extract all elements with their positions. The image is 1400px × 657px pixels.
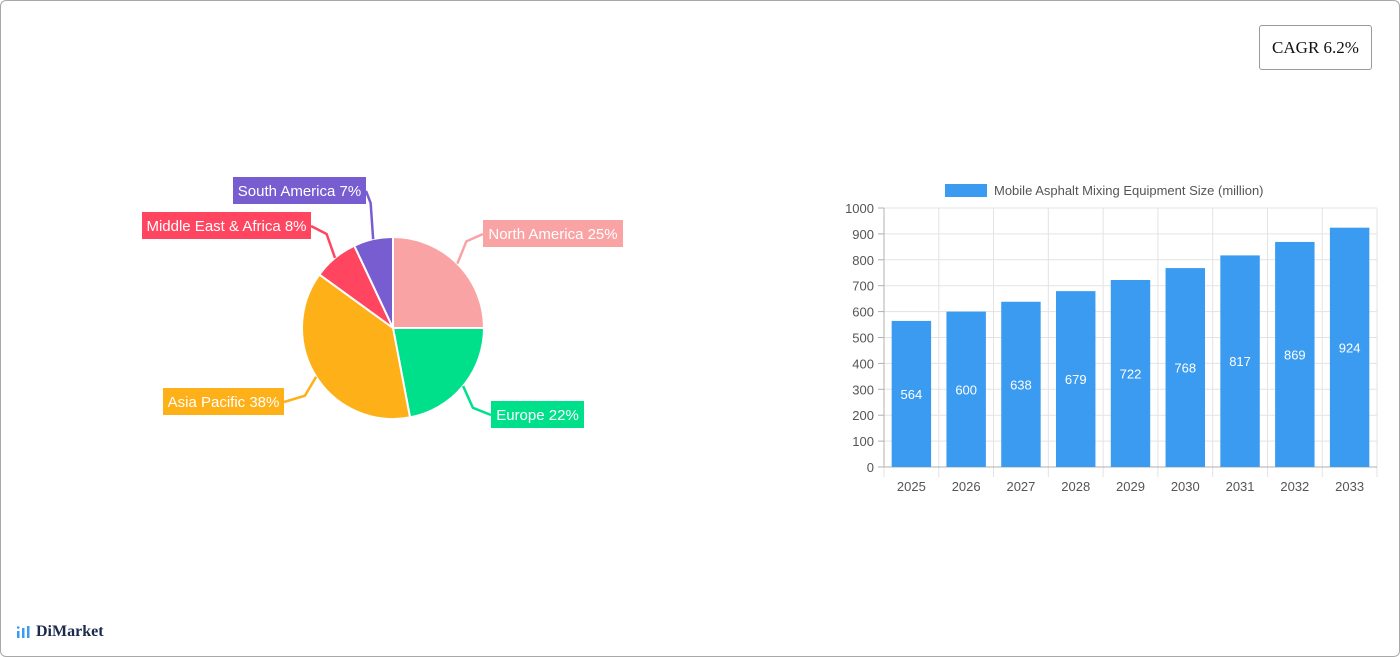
bar-chart: 0 100 200 300 400 500 600 700 800 900 1000 564 2025 6… — [845, 183, 1378, 494]
pie-label-text: Asia Pacific 38% — [168, 394, 280, 411]
x-tick-label: 2026 — [952, 479, 981, 494]
pie-label-text: Europe 22% — [496, 407, 579, 424]
bar-data-label: 768 — [1174, 361, 1196, 376]
y-tick-label: 300 — [852, 382, 874, 397]
pie-label: South America 7% — [233, 177, 366, 204]
bar-2026 — [946, 311, 986, 467]
bar-2033 — [1329, 227, 1370, 467]
pie-leader-line — [461, 385, 492, 417]
pie-label-text: South America 7% — [238, 183, 361, 200]
x-tick-label: 2028 — [1061, 479, 1090, 494]
x-tick-label: 2027 — [1006, 479, 1035, 494]
bar-2029 — [1110, 280, 1151, 467]
pie-label-text: Middle East & Africa 8% — [146, 218, 306, 235]
y-tick-label: 400 — [852, 356, 874, 371]
bar-data-label: 817 — [1229, 354, 1251, 369]
y-tick-label: 500 — [852, 331, 874, 346]
x-tick-label: 2032 — [1280, 479, 1309, 494]
bar-logo-icon — [16, 626, 30, 638]
x-tick-label: 2030 — [1171, 479, 1200, 494]
pie-slice-europe — [391, 327, 486, 419]
bar-data-label: 869 — [1284, 347, 1306, 362]
bar-legend: Mobile Asphalt Mixing Equipment Size (mi… — [945, 183, 1264, 198]
pie-leader-line — [456, 232, 484, 265]
bar-data-label: 638 — [1010, 377, 1032, 392]
bar-2030 — [1165, 268, 1205, 467]
pie-label: Asia Pacific 38% — [163, 388, 284, 415]
bar-data-label: 679 — [1065, 372, 1087, 387]
pie-slice-south-america — [352, 235, 394, 329]
pie-leader-line — [310, 224, 337, 259]
pie-label-text: North America 25% — [488, 226, 617, 243]
bar-data-label: 924 — [1339, 340, 1361, 355]
brand-name: DiMarket — [36, 623, 104, 640]
y-tick-label: 200 — [852, 408, 874, 423]
y-tick-label: 100 — [852, 434, 874, 449]
legend-swatch — [945, 184, 987, 197]
y-tick-label: 700 — [852, 279, 874, 294]
pie-label: Europe 22% — [491, 401, 584, 428]
x-tick-label: 2029 — [1116, 479, 1145, 494]
pie-label: Middle East & Africa 8% — [142, 212, 311, 239]
legend-label: Mobile Asphalt Mixing Equipment Size (mi… — [994, 183, 1264, 198]
y-tick-label: 0 — [867, 460, 874, 475]
bar-2028 — [1056, 291, 1096, 467]
x-tick-label: 2025 — [897, 479, 926, 494]
brand-logo: DiMarket — [16, 623, 104, 641]
pie-slice-north-america — [392, 235, 486, 329]
y-tick-label: 1000 — [845, 201, 874, 216]
bar-data-label: 600 — [955, 382, 977, 397]
pie-leader-line — [364, 190, 375, 240]
bar-2031 — [1220, 255, 1260, 467]
y-tick-label: 900 — [852, 227, 874, 242]
x-tick-label: 2033 — [1335, 479, 1364, 494]
cagr-badge: CAGR 6.2% — [1259, 25, 1372, 70]
pie-leader-line — [283, 376, 318, 404]
x-tick-label: 2031 — [1226, 479, 1255, 494]
bar-2027 — [1001, 301, 1041, 467]
y-tick-label: 800 — [852, 253, 874, 268]
pie-label: North America 25% — [483, 220, 623, 247]
bar-2032 — [1275, 241, 1315, 467]
bar-data-label: 722 — [1120, 367, 1142, 382]
bar-data-label: 564 — [901, 387, 923, 402]
y-tick-label: 600 — [852, 305, 874, 320]
bar-2025 — [891, 320, 932, 467]
pie-chart: North America 25% Europe 22% Asia Pacific … — [142, 177, 623, 428]
